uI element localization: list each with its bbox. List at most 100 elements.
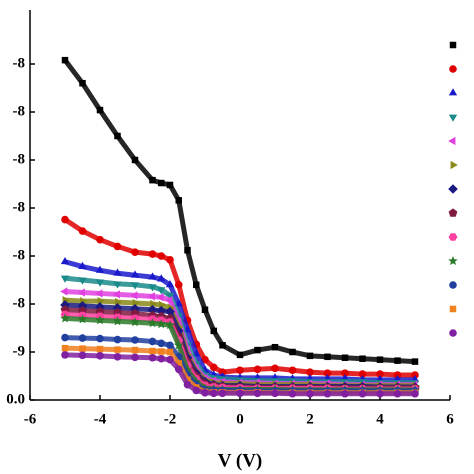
- data-point: [130, 317, 140, 327]
- legend-marker: [450, 160, 458, 170]
- x-axis-label: V (V): [218, 450, 263, 471]
- data-point: [112, 290, 120, 299]
- legend-marker: [449, 329, 457, 337]
- data-point: [166, 348, 174, 356]
- data-point: [113, 335, 122, 344]
- data-point: [147, 292, 155, 301]
- data-point: [148, 284, 157, 292]
- data-point: [148, 337, 157, 346]
- data-point: [193, 281, 200, 289]
- data-point: [166, 355, 174, 364]
- data-point: [174, 365, 183, 374]
- legend-marker: [448, 88, 458, 96]
- data-point: [78, 351, 87, 360]
- data-point: [341, 354, 349, 362]
- data-point: [175, 197, 182, 204]
- legend-marker: [449, 305, 457, 313]
- data-point: [147, 304, 158, 315]
- data-point: [131, 156, 139, 164]
- legend-marker: [448, 233, 458, 241]
- data-point: [165, 280, 175, 288]
- data-point: [130, 304, 140, 314]
- data-point: [95, 265, 105, 273]
- data-point: [61, 333, 69, 342]
- data-point: [174, 281, 183, 289]
- y-tick-label: -8: [13, 55, 26, 71]
- data-point: [96, 334, 104, 343]
- data-point: [166, 341, 174, 350]
- data-point: [201, 389, 209, 397]
- data-point: [253, 365, 262, 374]
- data-point: [78, 227, 87, 235]
- data-point: [78, 277, 87, 285]
- data-point: [61, 351, 69, 359]
- y-tick-label: -8: [13, 295, 26, 311]
- data-point: [60, 275, 70, 283]
- y-tick-label: -8: [13, 199, 26, 215]
- data-point: [60, 313, 70, 323]
- data-point: [324, 353, 331, 361]
- data-point: [130, 282, 140, 290]
- data-point: [78, 334, 87, 342]
- data-point: [376, 356, 384, 363]
- data-point: [113, 268, 122, 276]
- data-point: [131, 346, 139, 354]
- legend-marker: [448, 184, 458, 194]
- data-point: [95, 315, 105, 325]
- data-point: [289, 348, 296, 356]
- data-point: [156, 319, 167, 329]
- data-point: [411, 358, 419, 365]
- data-point: [253, 389, 262, 398]
- data-point: [79, 345, 86, 352]
- data-point: [166, 181, 174, 189]
- x-tick-label: -2: [164, 411, 177, 427]
- data-point: [183, 380, 192, 389]
- data-point: [149, 176, 156, 184]
- data-point: [165, 296, 173, 305]
- data-point: [157, 354, 166, 363]
- data-point: [130, 291, 138, 300]
- data-point: [210, 327, 217, 335]
- data-point: [60, 256, 70, 265]
- data-point: [147, 318, 158, 328]
- data-point: [61, 215, 69, 224]
- data-point: [341, 369, 349, 377]
- data-point: [271, 389, 279, 398]
- x-tick-label: 0: [236, 411, 244, 427]
- x-tick-label: 6: [446, 411, 454, 427]
- data-point: [156, 305, 167, 316]
- data-point: [131, 248, 139, 256]
- data-point: [306, 368, 314, 376]
- legend-marker: [449, 65, 457, 73]
- data-point: [157, 274, 166, 282]
- data-point: [393, 389, 402, 398]
- data-point: [79, 79, 86, 87]
- data-point: [323, 369, 332, 377]
- data-point: [166, 256, 174, 264]
- y-tick-label: 0.0: [6, 391, 25, 407]
- data-point: [158, 348, 165, 355]
- data-point: [148, 272, 157, 280]
- data-point: [157, 252, 166, 260]
- y-tick-label: -8: [13, 151, 26, 167]
- data-point: [158, 179, 165, 187]
- data-point: [157, 287, 166, 295]
- y-tick-label: -8: [13, 103, 26, 119]
- data-point: [306, 352, 314, 360]
- data-point: [114, 132, 121, 140]
- y-tick-label: -8: [13, 247, 26, 263]
- data-point: [96, 235, 104, 244]
- data-point: [209, 363, 218, 372]
- data-point: [112, 316, 123, 326]
- data-point: [218, 389, 227, 398]
- data-point: [77, 288, 85, 297]
- data-point: [376, 370, 384, 378]
- data-point: [114, 346, 121, 353]
- data-point: [288, 366, 297, 375]
- legend-marker: [448, 136, 456, 146]
- legend-marker: [449, 41, 457, 49]
- data-point: [209, 389, 218, 398]
- data-point: [165, 292, 175, 301]
- data-point: [96, 345, 104, 353]
- data-point: [131, 336, 139, 344]
